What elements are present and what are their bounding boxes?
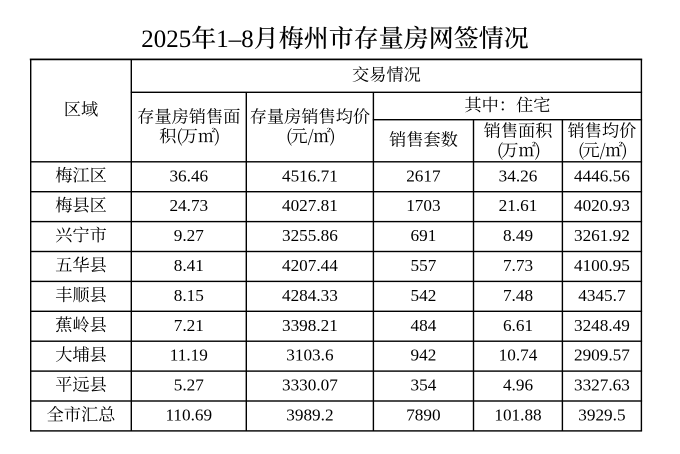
svg-text:11.19: 11.19 <box>170 346 208 365</box>
svg-text:3103.6: 3103.6 <box>286 346 334 365</box>
svg-text:557: 557 <box>411 256 437 275</box>
svg-text:36.46: 36.46 <box>169 166 208 185</box>
svg-text:8.15: 8.15 <box>174 286 204 305</box>
svg-text:24.73: 24.73 <box>169 196 208 215</box>
svg-text:6.61: 6.61 <box>503 316 533 335</box>
svg-text:691: 691 <box>411 226 437 245</box>
svg-text:542: 542 <box>411 286 437 305</box>
svg-text:484: 484 <box>411 316 437 335</box>
svg-text:4020.93: 4020.93 <box>574 196 630 215</box>
svg-text:7.21: 7.21 <box>174 316 204 335</box>
svg-text:3398.21: 3398.21 <box>282 316 338 335</box>
svg-text:9.27: 9.27 <box>174 226 204 245</box>
svg-text:2617: 2617 <box>406 166 441 185</box>
svg-text:34.26: 34.26 <box>499 166 538 185</box>
svg-text:942: 942 <box>411 346 437 365</box>
svg-text:8.41: 8.41 <box>174 256 204 275</box>
svg-text:5.27: 5.27 <box>174 376 204 395</box>
svg-text:3261.92: 3261.92 <box>574 226 630 245</box>
svg-text:3330.07: 3330.07 <box>282 376 338 395</box>
svg-text:110.69: 110.69 <box>165 406 212 425</box>
svg-text:101.88: 101.88 <box>494 406 541 425</box>
svg-text:21.61: 21.61 <box>499 196 538 215</box>
svg-text:4284.33: 4284.33 <box>282 286 338 305</box>
svg-text:3327.63: 3327.63 <box>574 376 630 395</box>
svg-text:4207.44: 4207.44 <box>282 256 338 275</box>
svg-text:3929.5: 3929.5 <box>578 406 625 425</box>
svg-text:4100.95: 4100.95 <box>574 256 630 275</box>
svg-text:7.73: 7.73 <box>503 256 533 275</box>
svg-text:2909.57: 2909.57 <box>574 346 630 365</box>
svg-text:3255.86: 3255.86 <box>282 226 338 245</box>
svg-text:4.96: 4.96 <box>503 376 533 395</box>
svg-text:4516.71: 4516.71 <box>282 166 338 185</box>
svg-text:1703: 1703 <box>406 196 440 215</box>
svg-text:4345.7: 4345.7 <box>578 286 626 305</box>
svg-text:7890: 7890 <box>406 406 440 425</box>
svg-text:3248.49: 3248.49 <box>574 316 630 335</box>
svg-text:354: 354 <box>411 376 437 395</box>
svg-text:4446.56: 4446.56 <box>574 166 630 185</box>
svg-text:4027.81: 4027.81 <box>282 196 338 215</box>
svg-text:8.49: 8.49 <box>503 226 533 245</box>
svg-text:10.74: 10.74 <box>499 346 538 365</box>
svg-text:7.48: 7.48 <box>503 286 533 305</box>
svg-text:3989.2: 3989.2 <box>286 406 333 425</box>
